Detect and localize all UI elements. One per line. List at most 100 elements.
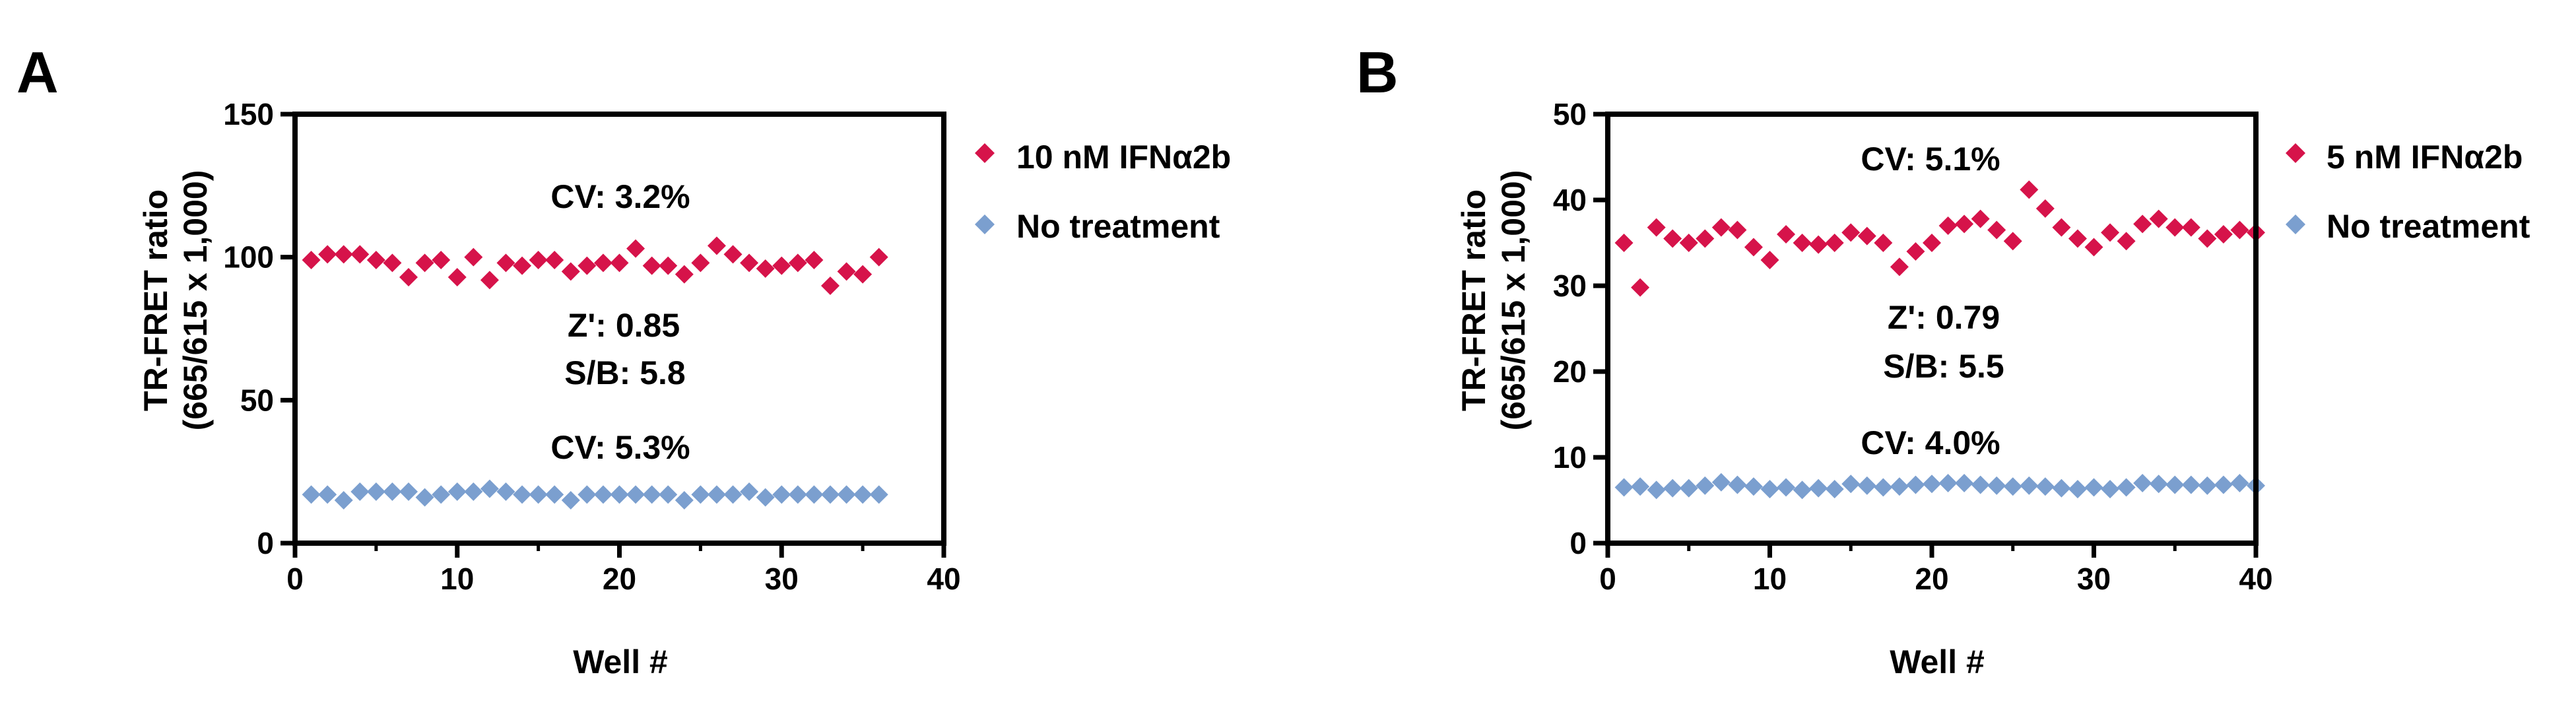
- untreated-data-point: [1793, 480, 1812, 500]
- treated-data-point: [1987, 220, 2006, 240]
- untreated-data-point: [1923, 475, 1941, 494]
- y-axis-label-line-2: (665/615 x 1,000): [1495, 170, 1532, 431]
- treated-data-point: [496, 253, 515, 273]
- treated-data-point: [805, 251, 824, 269]
- untreated-data-point: [1987, 476, 2006, 495]
- untreated-data-point: [2133, 474, 2152, 492]
- x-axis-label: Well #: [573, 643, 668, 680]
- treated-data-point: [2181, 218, 2200, 237]
- treated-data-point: [1744, 238, 1763, 257]
- untreated-data-point: [350, 482, 370, 501]
- x-tick-label: 10: [440, 562, 474, 596]
- treated-data-point: [1728, 220, 1747, 240]
- treated-data-point: [626, 239, 645, 258]
- panel-letter: A: [17, 40, 59, 105]
- untreated-data-point: [691, 485, 710, 504]
- treated-data-point: [1890, 257, 1909, 277]
- treated-data-point: [1614, 234, 1634, 252]
- treated-data-point: [1793, 234, 1812, 252]
- treated-data-point: [1696, 229, 1715, 248]
- y-tick-label: 150: [223, 97, 274, 131]
- treated-data-point: [366, 251, 385, 269]
- treated-data-point: [480, 271, 499, 290]
- treated-data-point: [1825, 234, 1844, 252]
- cv-treated-annotation: CV: 5.1%: [1861, 141, 2000, 178]
- x-tick-label: 20: [1915, 562, 1948, 596]
- legend-marker-untreated: [2286, 214, 2305, 234]
- untreated-data-point: [1711, 473, 1731, 492]
- untreated-data-point: [464, 482, 483, 501]
- treated-data-point: [1874, 234, 1893, 252]
- treated-data-point: [740, 253, 759, 273]
- x-tick-label: 30: [2077, 562, 2111, 596]
- treated-data-point: [756, 259, 775, 278]
- untreated-data-point: [869, 485, 888, 504]
- x-tick-label: 40: [927, 562, 960, 596]
- treated-data-point: [2133, 214, 2152, 234]
- untreated-data-point: [1906, 475, 1925, 494]
- untreated-data-point: [853, 485, 873, 504]
- y-tick-label: 20: [1553, 354, 1587, 389]
- legend: 10 nM IFNα2b No treatment: [975, 139, 1231, 245]
- untreated-data-point: [820, 485, 840, 504]
- treated-data-point: [1631, 278, 1650, 297]
- untreated-data-point: [1841, 475, 1861, 494]
- treated-data-point: [820, 277, 840, 295]
- treated-data-point: [788, 253, 807, 273]
- treated-data-point: [2117, 232, 2136, 251]
- untreated-data-point: [805, 485, 824, 504]
- x-tick-label: 40: [2239, 562, 2272, 596]
- treated-data-point: [578, 256, 597, 275]
- legend-label-untreated: No treatment: [2327, 208, 2530, 245]
- treated-data-point: [2165, 218, 2185, 237]
- treated-data-point: [513, 256, 532, 275]
- z-prime-annotation: Z': 0.85: [568, 307, 680, 344]
- treated-data-point: [853, 265, 873, 284]
- untreated-data-point: [1971, 475, 1990, 494]
- panel-a: A TR-FRET ratio (665/615 x 1,000) Well #…: [17, 40, 1231, 680]
- untreated-data-point: [2117, 478, 2136, 497]
- treated-data-point: [561, 262, 580, 281]
- treated-data-point: [772, 256, 791, 275]
- untreated-data-point: [1777, 478, 1796, 497]
- treated-data-point: [1679, 234, 1698, 252]
- untreated-data-point: [415, 488, 434, 507]
- untreated-data-point: [2035, 477, 2055, 496]
- untreated-data-point: [399, 482, 418, 501]
- untreated-data-point: [366, 482, 385, 501]
- treated-data-point: [691, 253, 710, 273]
- tick-labels: 0 10 20 30 40 0 10 20 30 40 50: [1553, 97, 2273, 596]
- untreated-data-point: [318, 485, 337, 504]
- y-tick-label: 50: [1553, 97, 1587, 131]
- untreated-data-point: [1663, 478, 1682, 498]
- treated-data-point: [2084, 238, 2103, 257]
- untreated-data-point: [675, 491, 694, 509]
- treated-data-point: [545, 251, 564, 269]
- untreated-data-point: [1696, 476, 1715, 495]
- treated-data-point: [1841, 223, 1861, 242]
- z-prime-annotation: Z': 0.79: [1888, 299, 2000, 336]
- treated-data-point: [464, 247, 483, 267]
- untreated-data-point: [334, 491, 353, 509]
- y-tick-label: 40: [1553, 183, 1587, 217]
- axes: [1593, 112, 2259, 558]
- treated-data-point: [2230, 220, 2249, 240]
- untreated-data-point: [1631, 477, 1650, 496]
- untreated-data-point: [1825, 480, 1844, 499]
- y-axis-label: TR-FRET ratio (665/615 x 1,000): [137, 170, 214, 431]
- treated-data-point: [415, 253, 434, 273]
- treated-data-point: [1971, 209, 1990, 228]
- signal-background-annotation: S/B: 5.5: [1883, 348, 2004, 385]
- untreated-data-point: [772, 485, 791, 504]
- untreated-data-point: [1760, 480, 1779, 499]
- treated-data-point: [1711, 218, 1731, 237]
- untreated-data-point: [2214, 475, 2233, 494]
- y-axis-label-line-1: TR-FRET ratio: [1455, 189, 1492, 411]
- untreated-data-point: [2181, 475, 2200, 494]
- x-tick-label: 30: [765, 562, 799, 596]
- untreated-data-point: [2101, 480, 2120, 499]
- untreated-data-point: [2003, 477, 2022, 496]
- untreated-data-point: [513, 485, 532, 504]
